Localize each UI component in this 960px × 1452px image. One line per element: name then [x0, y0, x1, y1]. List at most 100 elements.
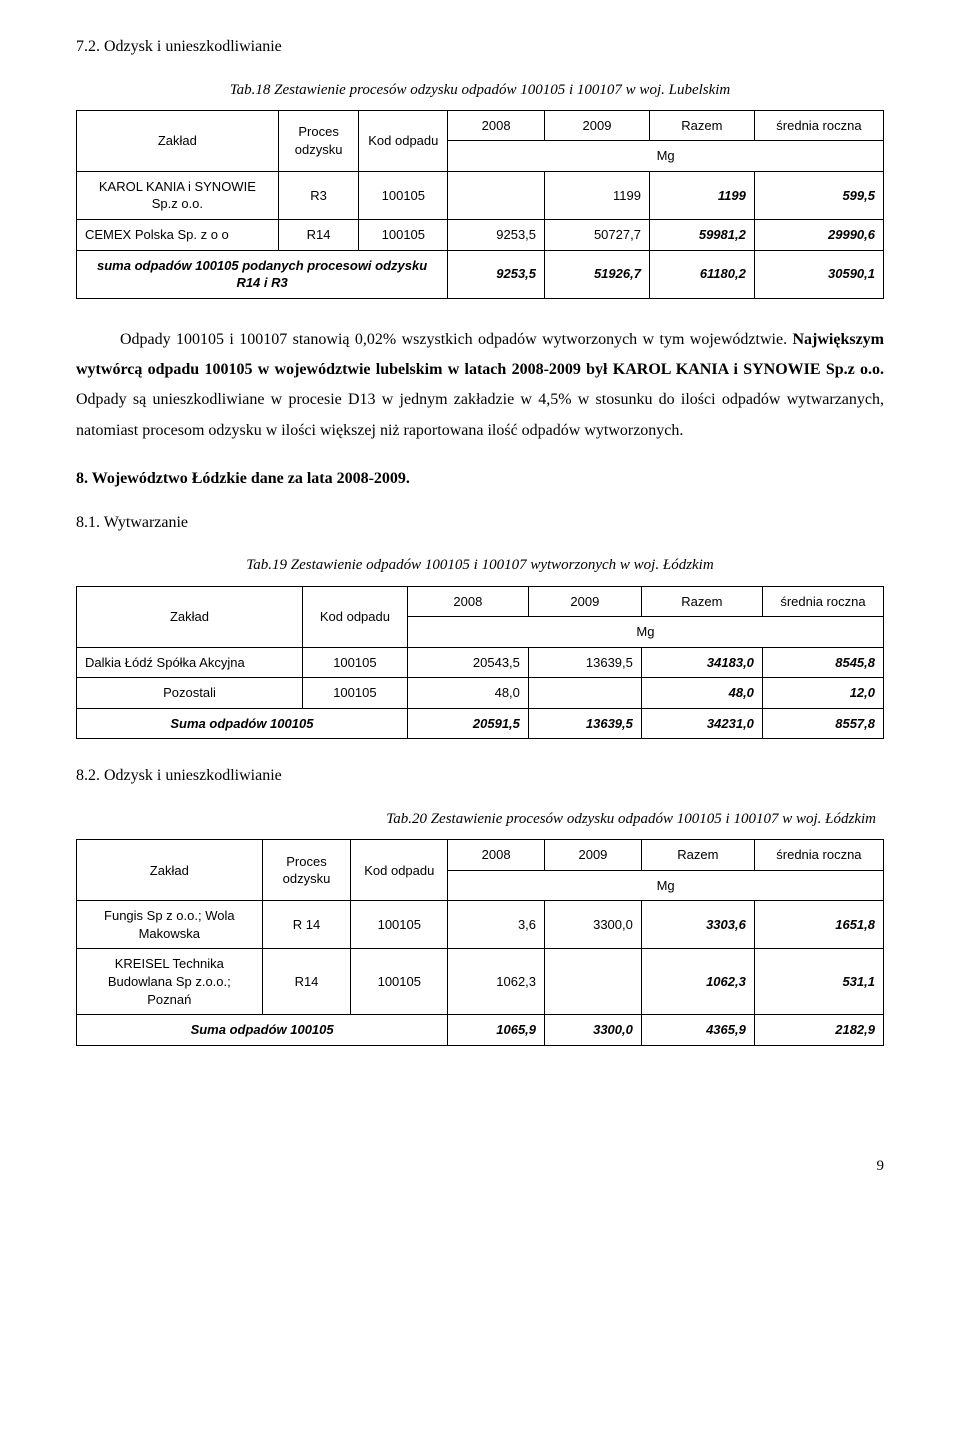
th-srednia: średnia roczna — [754, 840, 883, 871]
cell-kod: 100105 — [359, 171, 448, 219]
cell-sum-razem: 4365,9 — [641, 1015, 754, 1046]
th-proces: Proces odzysku — [262, 840, 351, 901]
cell-razem: 48,0 — [641, 678, 762, 709]
cell-zaklad: KAROL KANIA i SYNOWIE Sp.z o.o. — [77, 171, 279, 219]
cell-zaklad: CEMEX Polska Sp. z o o — [77, 220, 279, 251]
th-kod: Kod odpadu — [302, 586, 407, 647]
cell-sum-srednia: 30590,1 — [754, 250, 883, 298]
table-row-sum: Suma odpadów 100105 20591,5 13639,5 3423… — [77, 708, 884, 739]
cell-sum-2008: 9253,5 — [448, 250, 545, 298]
cell-zaklad: Pozostali — [77, 678, 303, 709]
th-razem: Razem — [649, 110, 754, 141]
th-mg: Mg — [448, 141, 884, 172]
caption-tab18: Tab.18 Zestawienie procesów odzysku odpa… — [76, 80, 884, 100]
cell-sum-2008: 20591,5 — [407, 708, 528, 739]
th-zaklad: Zakład — [77, 586, 303, 647]
cell-sum-razem: 61180,2 — [649, 250, 754, 298]
cell-sum-label: Suma odpadów 100105 — [77, 1015, 448, 1046]
cell-srednia: 599,5 — [754, 171, 883, 219]
para-pre: Odpady 100105 i 100107 stanowią 0,02% ws… — [120, 331, 792, 348]
table-row: KAROL KANIA i SYNOWIE Sp.z o.o. R3 10010… — [77, 171, 884, 219]
cell-2008: 9253,5 — [448, 220, 545, 251]
table-18: Zakład Proces odzysku Kod odpadu 2008 20… — [76, 110, 884, 299]
cell-2009: 50727,7 — [545, 220, 650, 251]
cell-sum-srednia: 2182,9 — [754, 1015, 883, 1046]
th-zaklad: Zakład — [77, 840, 263, 901]
cell-kod: 100105 — [302, 647, 407, 678]
th-2009: 2009 — [528, 586, 641, 617]
heading-8-2: 8.2. Odzysk i unieszkodliwianie — [76, 765, 884, 787]
th-2009: 2009 — [545, 840, 642, 871]
cell-sum-label: Suma odpadów 100105 — [77, 708, 408, 739]
cell-srednia: 8545,8 — [762, 647, 883, 678]
th-razem: Razem — [641, 586, 762, 617]
table-row: Pozostali 100105 48,0 48,0 12,0 — [77, 678, 884, 709]
cell-sum-2009: 3300,0 — [545, 1015, 642, 1046]
cell-zaklad: KREISEL Technika Budowlana Sp z.o.o.; Po… — [77, 949, 263, 1015]
th-mg: Mg — [448, 870, 884, 901]
cell-kod: 100105 — [302, 678, 407, 709]
cell-srednia: 1651,8 — [754, 901, 883, 949]
cell-kod: 100105 — [359, 220, 448, 251]
table-row: KREISEL Technika Budowlana Sp z.o.o.; Po… — [77, 949, 884, 1015]
page-number: 9 — [76, 1156, 884, 1176]
cell-sum-razem: 34231,0 — [641, 708, 762, 739]
cell-proces: R 14 — [262, 901, 351, 949]
th-2008: 2008 — [448, 110, 545, 141]
table-row: CEMEX Polska Sp. z o o R14 100105 9253,5… — [77, 220, 884, 251]
table-row-sum: Suma odpadów 100105 1065,9 3300,0 4365,9… — [77, 1015, 884, 1046]
table-row: Zakład Proces odzysku Kod odpadu 2008 20… — [77, 110, 884, 141]
cell-zaklad: Fungis Sp z o.o.; Wola Makowska — [77, 901, 263, 949]
cell-sum-label: suma odpadów 100105 podanych procesowi o… — [77, 250, 448, 298]
paragraph-body: Odpady 100105 i 100107 stanowią 0,02% ws… — [76, 325, 884, 447]
cell-razem: 1199 — [649, 171, 754, 219]
heading-7-2: 7.2. Odzysk i unieszkodliwianie — [76, 36, 884, 58]
table-19: Zakład Kod odpadu 2008 2009 Razem średni… — [76, 586, 884, 740]
th-2009: 2009 — [545, 110, 650, 141]
th-2008: 2008 — [407, 586, 528, 617]
heading-8: 8. Województwo Łódzkie dane za lata 2008… — [76, 468, 884, 490]
cell-razem: 59981,2 — [649, 220, 754, 251]
cell-sum-2009: 51926,7 — [545, 250, 650, 298]
cell-razem: 1062,3 — [641, 949, 754, 1015]
caption-tab19: Tab.19 Zestawienie odpadów 100105 i 1001… — [76, 555, 884, 575]
th-srednia: średnia roczna — [754, 110, 883, 141]
th-kod: Kod odpadu — [359, 110, 448, 171]
th-2008: 2008 — [448, 840, 545, 871]
cell-sum-srednia: 8557,8 — [762, 708, 883, 739]
heading-8-1: 8.1. Wytwarzanie — [76, 512, 884, 534]
th-kod: Kod odpadu — [351, 840, 448, 901]
th-razem: Razem — [641, 840, 754, 871]
cell-kod: 100105 — [351, 949, 448, 1015]
th-srednia: średnia roczna — [762, 586, 883, 617]
cell-srednia: 12,0 — [762, 678, 883, 709]
cell-2008: 1062,3 — [448, 949, 545, 1015]
cell-2009: 1199 — [545, 171, 650, 219]
cell-2009 — [528, 678, 641, 709]
cell-sum-2008: 1065,9 — [448, 1015, 545, 1046]
cell-2008 — [448, 171, 545, 219]
cell-2009: 3300,0 — [545, 901, 642, 949]
table-row: Zakład Kod odpadu 2008 2009 Razem średni… — [77, 586, 884, 617]
table-row: Dalkia Łódź Spółka Akcyjna 100105 20543,… — [77, 647, 884, 678]
cell-kod: 100105 — [351, 901, 448, 949]
cell-razem: 34183,0 — [641, 647, 762, 678]
cell-srednia: 29990,6 — [754, 220, 883, 251]
th-mg: Mg — [407, 617, 883, 648]
th-zaklad: Zakład — [77, 110, 279, 171]
table-20: Zakład Proces odzysku Kod odpadu 2008 20… — [76, 839, 884, 1045]
cell-2009: 13639,5 — [528, 647, 641, 678]
cell-2008: 3,6 — [448, 901, 545, 949]
cell-2009 — [545, 949, 642, 1015]
th-proces: Proces odzysku — [278, 110, 359, 171]
cell-2008: 20543,5 — [407, 647, 528, 678]
table-row: Zakład Proces odzysku Kod odpadu 2008 20… — [77, 840, 884, 871]
table-row: Fungis Sp z o.o.; Wola Makowska R 14 100… — [77, 901, 884, 949]
cell-2008: 48,0 — [407, 678, 528, 709]
cell-srednia: 531,1 — [754, 949, 883, 1015]
cell-zaklad: Dalkia Łódź Spółka Akcyjna — [77, 647, 303, 678]
cell-proces: R14 — [262, 949, 351, 1015]
cell-proces: R14 — [278, 220, 359, 251]
para-post: Odpady są unieszkodliwiane w procesie D1… — [76, 391, 884, 438]
cell-proces: R3 — [278, 171, 359, 219]
